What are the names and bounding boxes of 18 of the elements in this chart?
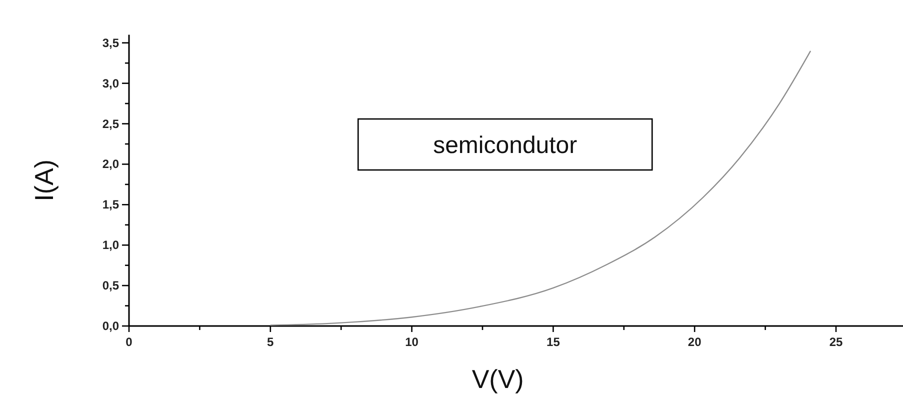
y-tick-label: 2,5 <box>102 116 120 131</box>
annotation: semicondutor <box>433 132 578 159</box>
y-tick-label: 0,5 <box>102 278 120 293</box>
y-tick-label: 1,5 <box>102 198 120 212</box>
y-tick-label: 1,0 <box>102 238 120 252</box>
x-axis-title: V(V) <box>472 364 524 394</box>
x-tick-label: 20 <box>688 335 702 349</box>
x-tick-label: 0 <box>126 335 133 349</box>
y-tick-label: 3,5 <box>102 36 120 50</box>
y-tick-label: 2,0 <box>102 157 120 172</box>
y-tick-label: 0,0 <box>102 319 120 333</box>
x-tick-label: 15 <box>546 335 560 349</box>
x-tick-label: 10 <box>405 335 419 349</box>
line-series <box>270 50 812 326</box>
y-axis-title: I(A) <box>29 159 59 202</box>
x-tick-label: 5 <box>267 335 274 349</box>
y-tick-label: 3,0 <box>102 76 120 90</box>
x-tick-label: 25 <box>829 335 843 349</box>
